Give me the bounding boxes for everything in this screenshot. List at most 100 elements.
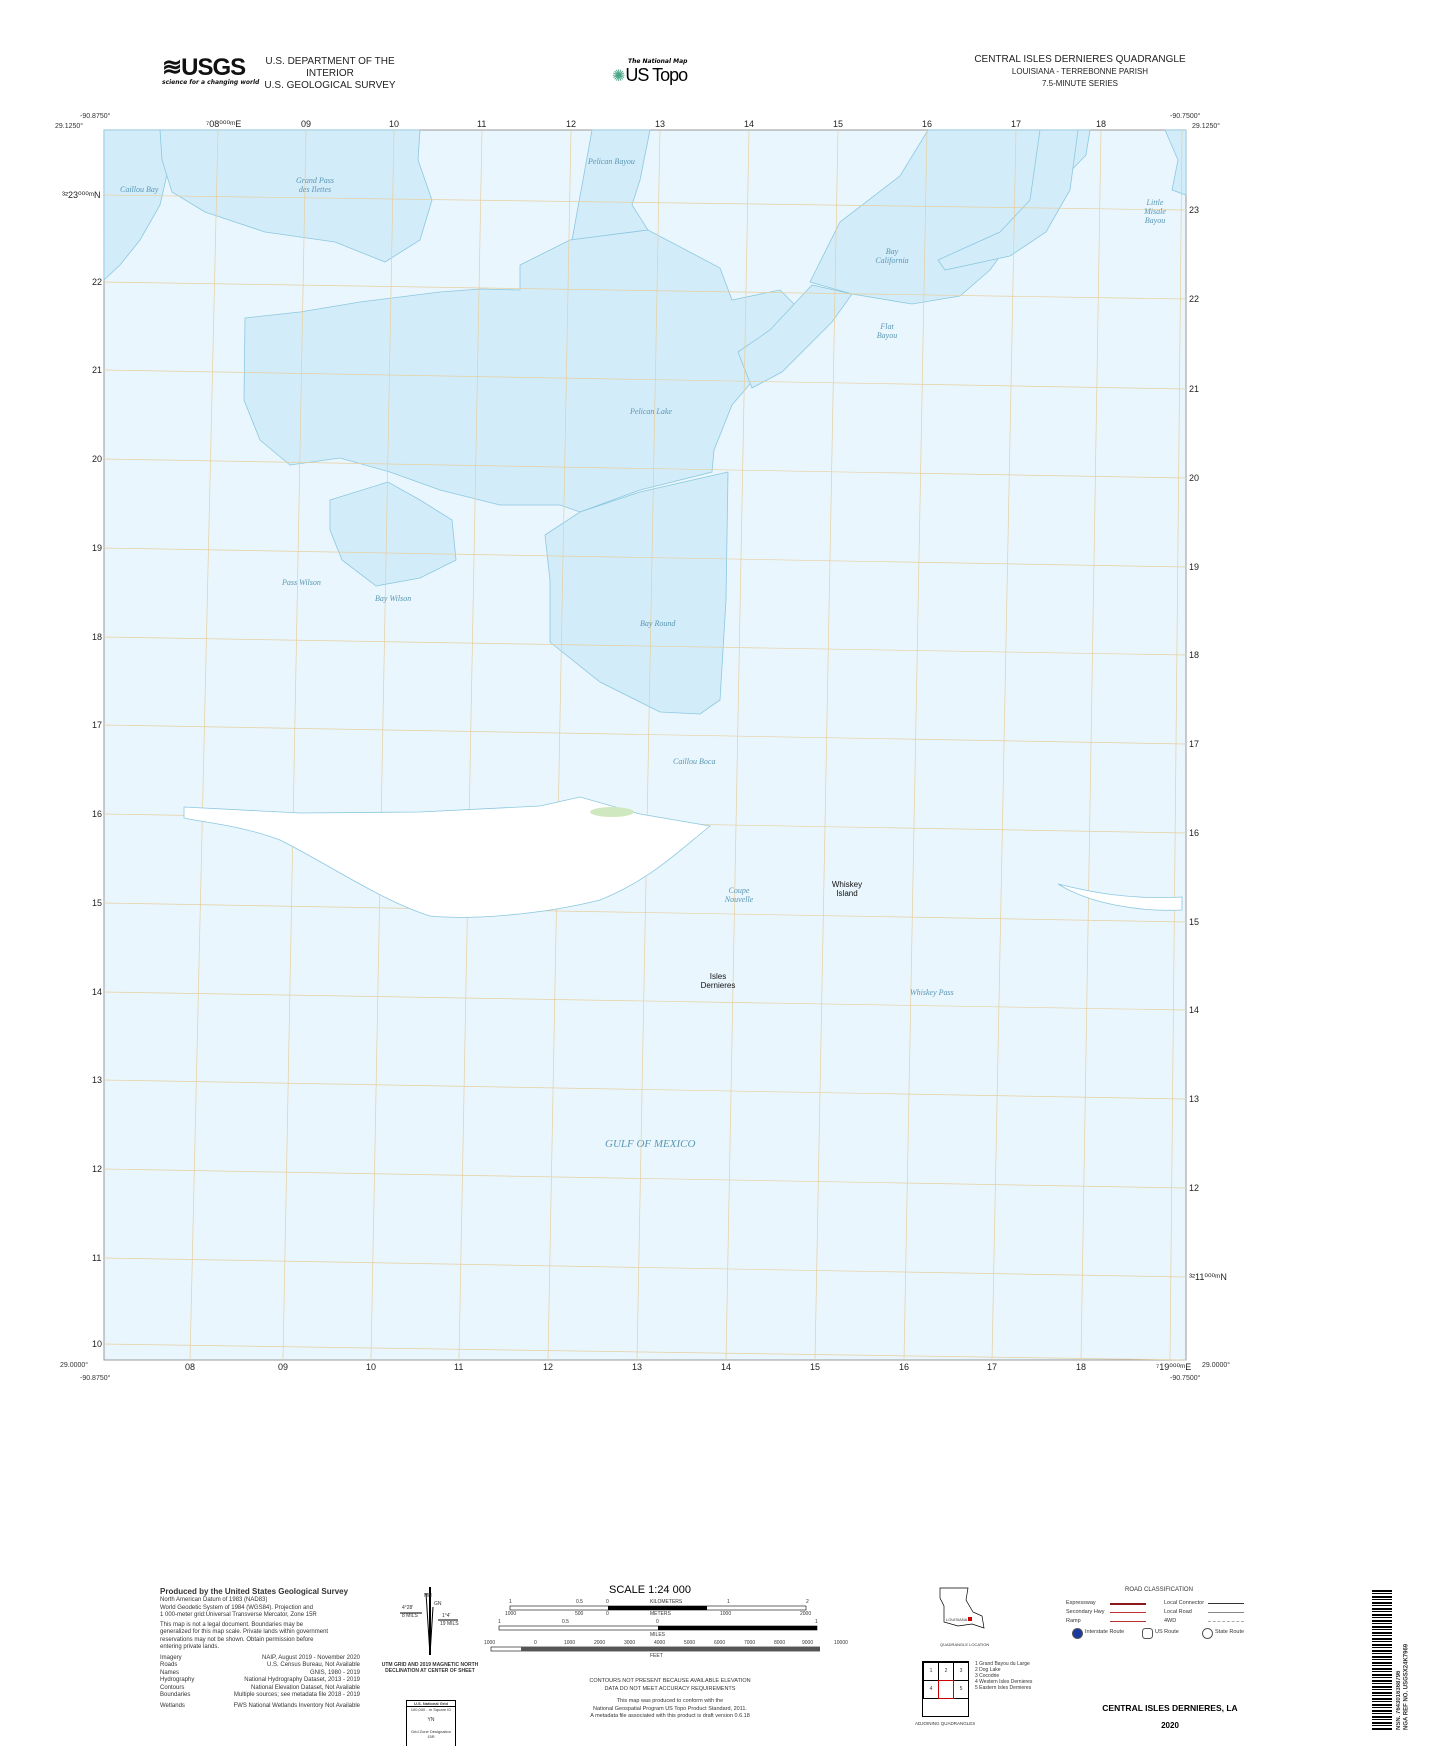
scale-label: 7000 [744, 1640, 756, 1646]
ne-latitude: 29.1250° [1192, 123, 1221, 130]
usng-title: U.S. National Grid [407, 1701, 455, 1707]
disclaimer-line: entering private lands. [160, 1644, 220, 1650]
bottom-tick-label: 13 [632, 1362, 643, 1372]
road-classification-title: ROAD CLASSIFICATION [1125, 1587, 1193, 1593]
agency-line-2: U.S. GEOLOGICAL SURVEY [264, 80, 396, 91]
top-tick-label: 09 [301, 119, 312, 129]
road-line-sample [1208, 1612, 1244, 1613]
quad-title-block: CENTRAL ISLES DERNIERES QUADRANGLE LOUIS… [960, 54, 1200, 90]
left-tick-label: 12 [92, 1164, 103, 1174]
declination-arrows [400, 1587, 458, 1656]
scale-label: KILOMETERS [650, 1599, 683, 1605]
isles-dernieres [183, 796, 1183, 918]
shield-label: Interstate Route [1085, 1629, 1125, 1635]
usng-sub: 100,000 - m Square ID [410, 1707, 452, 1712]
scale-label: 5000 [684, 1640, 696, 1646]
agency-block: U.S. DEPARTMENT OF THE INTERIOR U.S. GEO… [250, 56, 410, 92]
grid-line [103, 1257, 1187, 1278]
grid-line [103, 636, 1187, 656]
left-tick-label: 15 [92, 898, 103, 908]
quad-location-marker [968, 1617, 972, 1621]
grid-line [103, 1079, 1187, 1100]
right-tick-label: 23 [1189, 205, 1200, 215]
right-tick-label: 15 [1189, 917, 1200, 927]
right-tick-label: 20 [1189, 473, 1200, 483]
scale-label: 0 [656, 1619, 659, 1625]
standard-note: A metadata file associated with this pro… [590, 1713, 750, 1719]
road-line-sample [1208, 1621, 1244, 1622]
ne-longitude: -90.7500° [1170, 113, 1201, 120]
source-key: Contours [160, 1684, 185, 1691]
source-key: Roads [160, 1662, 178, 1668]
standard-note: National Geospatial Program US Topo Prod… [593, 1705, 747, 1712]
sw-latitude: 29.0000° [60, 1362, 89, 1369]
left-tick-label: 18 [92, 632, 103, 642]
scale-label: 10000 [834, 1640, 848, 1646]
mn-label: MN [424, 1593, 432, 1599]
feet-bar-fill [521, 1647, 820, 1651]
usng-gzd-label: Grid Zone Designation [410, 1729, 452, 1734]
grid-line [103, 1343, 1187, 1361]
scale-label: 0 [606, 1611, 609, 1617]
scale-label: 8000 [774, 1640, 786, 1646]
contour-note: CONTOURS NOT PRESENT BECAUSE AVAILABLE E… [589, 1678, 751, 1684]
top-tick-label: 16 [922, 119, 933, 129]
road-line-sample [1110, 1603, 1146, 1605]
usng-gzd: 15R [427, 1734, 435, 1739]
datum-line: World Geodetic System of 1984 (WGS84). P… [160, 1604, 313, 1611]
scale-label: 4000 [654, 1640, 666, 1646]
usgs-logo: ≋USGS science for a changing world [162, 54, 260, 87]
scale-label: 1 [727, 1599, 730, 1605]
right-tick-label: 17 [1189, 739, 1200, 749]
top-tick-label: 15 [833, 119, 844, 129]
declination-caption: UTM GRID AND 2019 MAGNETIC NORTH DECLINA… [381, 1662, 479, 1674]
adjoining-caption: ADJOINING QUADRANGLES [915, 1721, 976, 1726]
bottom-tick-label: 08 [185, 1362, 196, 1372]
scale-label: 1000 [564, 1640, 576, 1646]
datum-line: North American Datum of 1983 (NAD83) [160, 1597, 268, 1603]
source-row: Hydrography National Hydrography Dataset,… [160, 1677, 360, 1685]
scale-label: 0.5 [562, 1619, 569, 1625]
contour-note: DATA DO NOT MEET ACCURACY REQUIREMENTS [604, 1685, 736, 1692]
road-line-sample [1208, 1603, 1244, 1604]
source-row: Names GNIS, 1980 - 2019 [160, 1670, 360, 1678]
datum-line: 1 000-meter grid:Universal Transverse Me… [160, 1612, 317, 1618]
data-sources: Imagery NAIP, August 2019 - November 2020… [160, 1655, 360, 1711]
bottom-tick-label: 14 [721, 1362, 732, 1372]
top-tick-label: 12 [566, 119, 577, 129]
louisiana-outline [939, 1587, 985, 1629]
water-bodies [103, 129, 1187, 715]
state-parish: LOUISIANA - TERREBONNE PARISH [1011, 67, 1149, 76]
shield-label: State Route [1215, 1629, 1245, 1635]
left-tick-label: 16 [92, 809, 103, 819]
scale-label: 0 [606, 1599, 609, 1605]
source-value: NAIP, August 2019 - November 2020 [262, 1654, 360, 1661]
bottom-tick-label: ⁷19⁰⁰⁰ᵐE [1156, 1362, 1192, 1372]
left-tick-label: 14 [92, 987, 103, 997]
road-line-sample [1110, 1612, 1146, 1613]
label-grand-pass: Grand Pass des Ilettes [295, 176, 334, 194]
source-value: National Hydrography Dataset, 2013 - 201… [244, 1677, 360, 1683]
national-map-text: The National Map [628, 58, 688, 65]
adjoining-cell: 2 [938, 1662, 954, 1681]
grid-line [103, 281, 1187, 300]
right-tick-label: 12 [1189, 1183, 1200, 1193]
label-bay-california: Bay California [875, 247, 909, 265]
right-tick-label: 14 [1189, 1005, 1200, 1015]
central-island [183, 796, 711, 918]
road-type-label: Ramp [1066, 1618, 1081, 1624]
left-tick-label: 22 [92, 277, 103, 287]
us-topo-logo: The National Map ✺ US Topo [612, 58, 688, 86]
mile-bar-fill [658, 1626, 817, 1630]
top-tick-label: 10 [389, 119, 400, 129]
declination-angle-left: 4°28' [402, 1605, 414, 1611]
scale-label: 2000 [800, 1611, 812, 1617]
scale-label: 9000 [802, 1640, 814, 1646]
scale-label: 1 [498, 1619, 501, 1625]
label-bay-round: Bay Round [640, 619, 676, 628]
grid-line [282, 129, 307, 1361]
year: 2020 [1161, 1721, 1179, 1730]
source-key: Hydrography [160, 1677, 195, 1683]
label-whiskey-pass: Whiskey Pass [910, 988, 954, 997]
